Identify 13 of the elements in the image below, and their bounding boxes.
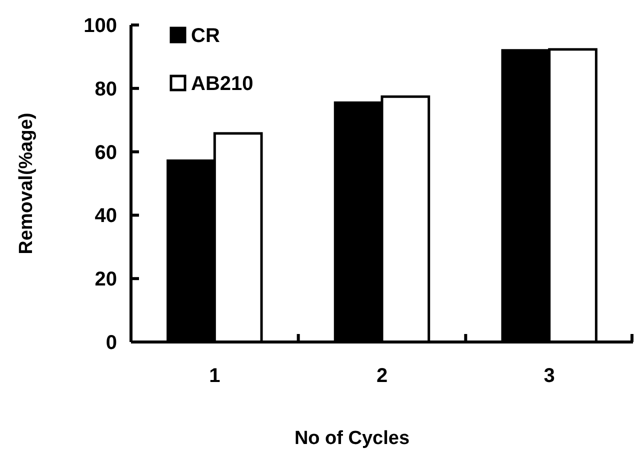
y-tick-label: 80: [94, 78, 117, 100]
y-tick-label: 20: [94, 268, 117, 291]
y-tick-label: 40: [94, 205, 117, 228]
x-axis-title: No of Cycles: [294, 428, 410, 449]
x-tick-label: 1: [209, 365, 220, 387]
y-tick-label: 0: [106, 332, 117, 354]
y-tick-label: 60: [94, 142, 117, 164]
y-tick-label: 100: [84, 15, 117, 37]
legend-label: AB210: [191, 73, 254, 95]
legend-label: CR: [191, 25, 220, 47]
x-tick-label: 2: [376, 365, 388, 387]
y-axis-title: Removal(%age): [16, 112, 37, 254]
x-tick-label: 3: [544, 365, 555, 387]
